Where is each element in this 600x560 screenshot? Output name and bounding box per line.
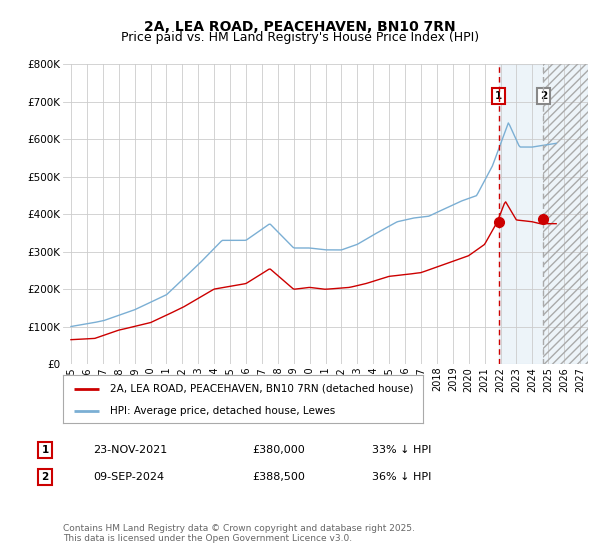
Bar xyxy=(499,64,588,364)
Text: 1: 1 xyxy=(495,91,503,101)
Text: Price paid vs. HM Land Registry's House Price Index (HPI): Price paid vs. HM Land Registry's House … xyxy=(121,31,479,44)
Bar xyxy=(543,64,588,364)
Text: 2A, LEA ROAD, PEACEHAVEN, BN10 7RN: 2A, LEA ROAD, PEACEHAVEN, BN10 7RN xyxy=(144,20,456,34)
Text: 2: 2 xyxy=(539,91,547,101)
Text: HPI: Average price, detached house, Lewes: HPI: Average price, detached house, Lewe… xyxy=(110,406,335,416)
Text: 23-NOV-2021: 23-NOV-2021 xyxy=(93,445,167,455)
Text: 36% ↓ HPI: 36% ↓ HPI xyxy=(372,472,431,482)
Text: 33% ↓ HPI: 33% ↓ HPI xyxy=(372,445,431,455)
Text: 2A, LEA ROAD, PEACEHAVEN, BN10 7RN (detached house): 2A, LEA ROAD, PEACEHAVEN, BN10 7RN (deta… xyxy=(110,384,413,394)
Text: £388,500: £388,500 xyxy=(252,472,305,482)
Text: £380,000: £380,000 xyxy=(252,445,305,455)
Text: Contains HM Land Registry data © Crown copyright and database right 2025.
This d: Contains HM Land Registry data © Crown c… xyxy=(63,524,415,543)
Text: 09-SEP-2024: 09-SEP-2024 xyxy=(93,472,164,482)
Text: 2: 2 xyxy=(41,472,49,482)
Text: 1: 1 xyxy=(41,445,49,455)
